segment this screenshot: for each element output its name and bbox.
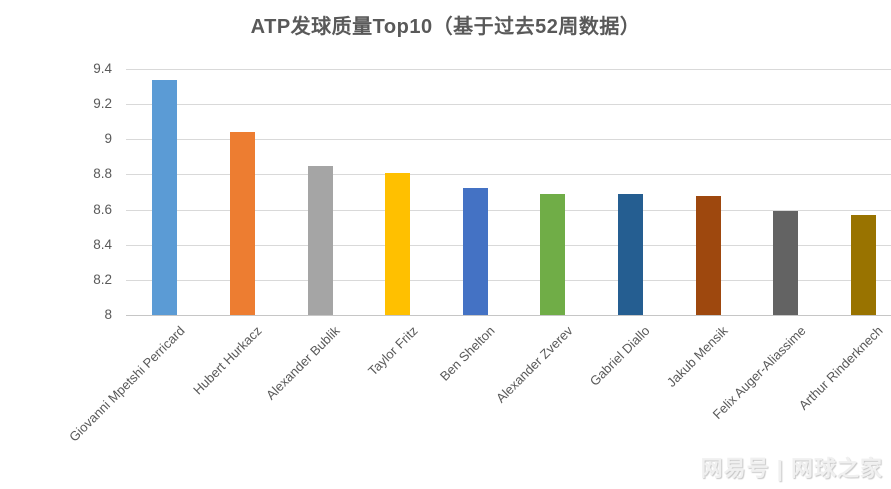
- chart-title: ATP发球质量Top10（基于过去52周数据）: [250, 16, 641, 38]
- bar-jakub-mensik: [695, 195, 721, 315]
- y-axis-tick-label: 9: [104, 131, 112, 147]
- gridline: [126, 69, 891, 70]
- gridline: [126, 174, 891, 176]
- bar-felix-auger-aliassime: [773, 211, 799, 315]
- gridline: [126, 104, 891, 106]
- gridline: [126, 244, 891, 246]
- bar-ben-shelton: [462, 188, 488, 315]
- gridline: [126, 209, 891, 211]
- y-axis-tick-label: 8.8: [93, 166, 112, 182]
- y-axis-tick-label: 9.4: [93, 61, 112, 76]
- gridline: [126, 279, 891, 281]
- y-axis-tick-label: 9.2: [93, 96, 112, 112]
- bar-alexander-bublik: [307, 165, 333, 315]
- bar-hubert-hurkacz: [229, 132, 255, 315]
- x-axis-category-label: Alexander Bublik: [263, 323, 343, 403]
- x-axis-line: [126, 315, 891, 316]
- x-axis-category-label: Arthur Rinderknech: [795, 323, 886, 413]
- x-axis-category-label: Ben Shelton: [437, 323, 498, 384]
- x-axis-category-label: Jakub Mensik: [663, 323, 731, 390]
- y-axis-tick-label: 8: [104, 307, 112, 322]
- gridline: [126, 139, 891, 141]
- y-axis-tick-label: 8.6: [93, 201, 112, 217]
- x-axis-category-label: Gabriel Diallo: [587, 323, 653, 389]
- x-axis-category-label: Giovanni Mpetshi Perricard: [65, 323, 188, 445]
- bar-alexander-zverev: [540, 193, 566, 315]
- y-axis-tick-label: 8.2: [93, 271, 112, 287]
- y-axis-tick-label: 8.4: [93, 236, 112, 252]
- x-axis-category-label: Alexander Zverev: [492, 323, 576, 406]
- bar-gabriel-diallo: [617, 193, 643, 315]
- watermark: 网易号 | 网球之家: [700, 456, 883, 481]
- x-axis-category-label: Hubert Hurkacz: [190, 323, 265, 398]
- x-axis-category-label: Taylor Fritz: [364, 323, 421, 379]
- bar-taylor-fritz: [385, 172, 411, 315]
- bar-arthur-rinderknech: [850, 214, 876, 315]
- bar-giovanni-mpetshi-perricard: [152, 79, 178, 315]
